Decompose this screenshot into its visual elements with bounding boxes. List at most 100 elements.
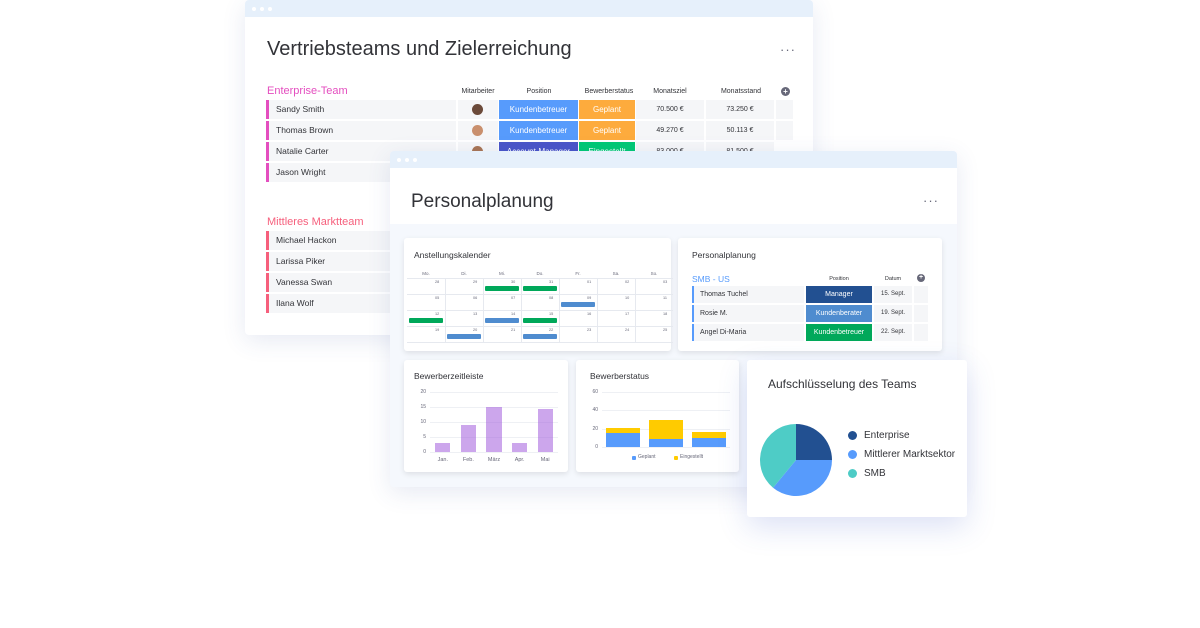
- position-label[interactable]: Kundenbetreuer: [499, 100, 578, 119]
- calendar-gridline: [635, 278, 636, 342]
- window-dot: [413, 157, 417, 162]
- status-label[interactable]: Geplant: [579, 100, 635, 119]
- stacked-bar-segment: [691, 437, 726, 447]
- group-title-mid-market[interactable]: Mittleres Marktteam: [267, 216, 364, 228]
- stacked-bar-segment: [691, 432, 726, 438]
- position-label[interactable]: Manager: [806, 286, 872, 303]
- table-row[interactable]: Sandy Smith Kundenbetreuer Geplant 70.50…: [266, 100, 796, 119]
- item-name[interactable]: Thomas Brown: [266, 121, 456, 140]
- y-tick-label: 5: [423, 434, 426, 440]
- legend-label: Geplant: [638, 454, 656, 460]
- calendar-event: [523, 334, 557, 339]
- add-column-icon[interactable]: +: [781, 87, 790, 96]
- item-name[interactable]: Rosie M.: [692, 305, 804, 322]
- calendar-date: 02: [625, 280, 630, 284]
- table-row[interactable]: Thomas Brown Kundenbetreuer Geplant 49.2…: [266, 121, 796, 140]
- legend-swatch: [674, 456, 678, 460]
- person-cell[interactable]: [458, 121, 498, 140]
- calendar-day-header: Di.: [461, 271, 467, 276]
- calendar-day-header: Mi.: [499, 271, 505, 276]
- widget-title: Bewerberstatus: [590, 371, 650, 381]
- planning-widget[interactable]: Personalplanung SMB - US Position Datum …: [678, 238, 942, 351]
- gridline: [602, 392, 730, 393]
- person-cell[interactable]: [458, 100, 498, 119]
- hr-dashboard-window: Personalplanung ··· Anstellungskalender …: [390, 151, 957, 487]
- team-breakdown-widget[interactable]: Aufschlüsselung des Teams Enterprise Mitt…: [747, 360, 967, 517]
- add-column-icon[interactable]: +: [917, 274, 925, 282]
- calendar-gridline: [407, 310, 673, 311]
- y-tick-label: 40: [592, 407, 598, 414]
- more-options-icon[interactable]: ···: [923, 193, 939, 208]
- pie-slice: [760, 424, 796, 488]
- calendar-gridline: [483, 278, 484, 342]
- bar: [460, 425, 477, 452]
- actual-cell[interactable]: 73.250 €: [706, 100, 774, 119]
- status-label[interactable]: Geplant: [579, 121, 635, 140]
- x-tick-label: Feb.: [462, 457, 474, 463]
- calendar-day-header: So.: [650, 271, 658, 276]
- calendar-gridline: [407, 278, 673, 279]
- date-cell[interactable]: 19. Sept.: [874, 305, 912, 322]
- column-header-status: Bewerberstatus: [584, 88, 634, 95]
- avatar: [472, 104, 483, 115]
- calendar-date: 06: [473, 296, 478, 300]
- item-name[interactable]: Angel Di-Maria: [692, 324, 804, 341]
- calendar-gridline: [407, 294, 673, 295]
- calendar-date: 08: [549, 296, 554, 300]
- dashboard-header: [390, 168, 957, 224]
- window-dot: [252, 6, 256, 11]
- legend-swatch: [848, 431, 857, 440]
- calendar-gridline: [407, 342, 673, 343]
- calendar-date: 16: [587, 312, 592, 316]
- calendar-date: 29: [473, 280, 478, 284]
- team-pie-chart: [760, 424, 832, 496]
- calendar-date: 31: [549, 280, 554, 284]
- item-name[interactable]: Thomas Tuchel: [692, 286, 804, 303]
- calendar-date: 15: [549, 312, 554, 316]
- actual-cell[interactable]: 50.113 €: [706, 121, 774, 140]
- calendar-day-header: Fr.: [575, 271, 581, 276]
- calendar-day-header: Mo.: [422, 271, 430, 276]
- calendar-widget[interactable]: Anstellungskalender Mo. Di. Mi. Do. Fr. Sa. So…: [404, 238, 673, 351]
- bar: [537, 408, 553, 452]
- window-titlebar: [245, 0, 813, 17]
- group-title-enterprise[interactable]: Enterprise-Team: [267, 85, 348, 97]
- gridline: [430, 392, 558, 393]
- y-tick-label: 20: [420, 389, 426, 395]
- calendar-gridline: [597, 278, 598, 342]
- y-tick-label: 0: [423, 449, 426, 455]
- calendar-date: 22: [549, 328, 554, 332]
- empty-cell: [914, 324, 928, 341]
- calendar-date: 23: [587, 328, 592, 332]
- column-header-position: Position: [526, 88, 552, 95]
- legend-label: SMB: [864, 468, 886, 479]
- empty-cell: [914, 286, 928, 303]
- group-title[interactable]: SMB - US: [692, 274, 730, 284]
- item-name[interactable]: Sandy Smith: [266, 100, 456, 119]
- y-tick-label: 60: [592, 389, 598, 395]
- timeline-chart-widget[interactable]: Bewerberzeitleiste 20 15 10 5 0 Jan. Feb. März A…: [404, 360, 568, 472]
- calendar-gridline: [559, 278, 560, 342]
- status-chart-widget[interactable]: Bewerberstatus 60 40 20 0 Geplant Eingestellt: [576, 360, 739, 472]
- legend-label: Eingestellt: [680, 454, 704, 460]
- dashboard-title: Personalplanung: [411, 191, 554, 212]
- stacked-bar-segment: [606, 427, 641, 434]
- position-label[interactable]: Kundenbetreuer: [499, 121, 578, 140]
- legend-swatch: [848, 469, 857, 478]
- position-label[interactable]: Kundenbetreuer: [806, 324, 872, 341]
- calendar-date: 13: [473, 312, 478, 316]
- window-titlebar: [390, 151, 957, 168]
- more-options-icon[interactable]: ···: [780, 42, 796, 57]
- calendar-date: 11: [663, 296, 667, 300]
- date-cell[interactable]: 15. Sept.: [874, 286, 912, 303]
- goal-cell[interactable]: 70.500 €: [636, 100, 704, 119]
- calendar-date: 09: [587, 296, 592, 300]
- goal-cell[interactable]: 49.270 €: [636, 121, 704, 140]
- calendar-date: 14: [511, 312, 516, 316]
- position-label[interactable]: Kundenberater: [806, 305, 872, 322]
- calendar-date: 25: [663, 328, 668, 332]
- calendar-date: 07: [511, 296, 516, 300]
- date-cell[interactable]: 22. Sept.: [874, 324, 912, 341]
- x-tick-label: Mai: [540, 457, 550, 463]
- calendar-event: [485, 286, 519, 291]
